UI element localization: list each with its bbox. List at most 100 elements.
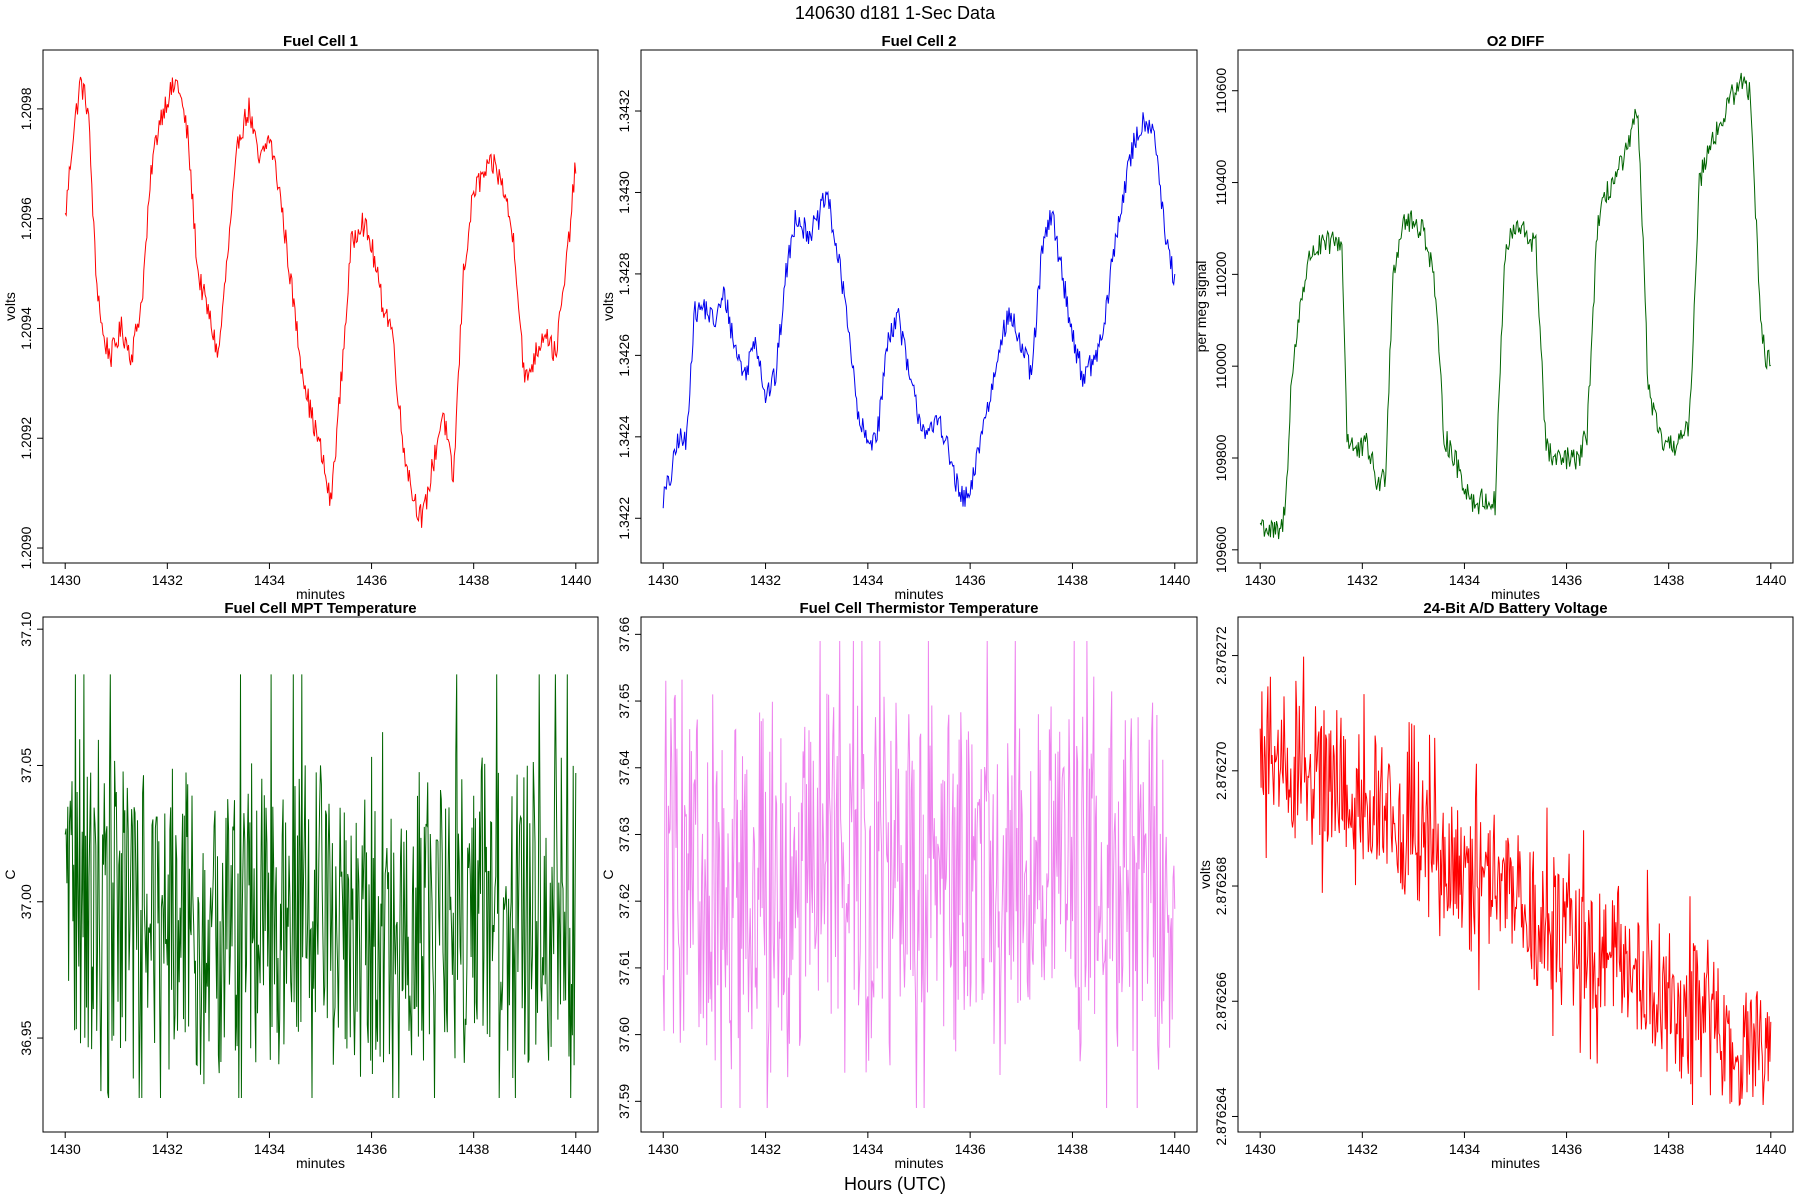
y-axis-label: volts: [1197, 860, 1213, 889]
x-tick-label: 1440: [1159, 572, 1190, 588]
x-tick-label: 1430: [1245, 1141, 1276, 1157]
y-tick-label: 2.876272: [1213, 626, 1229, 685]
panel-title: Fuel Cell Thermistor Temperature: [800, 600, 1039, 617]
y-tick-label: 1.3422: [616, 497, 632, 540]
x-tick-label: 1436: [955, 1141, 986, 1157]
y-tick-label: 110200: [1213, 251, 1229, 297]
plot-frame: [42, 49, 599, 564]
y-tick-label: 110000: [1213, 343, 1229, 389]
y-tick-label: 1.2092: [18, 417, 34, 460]
x-tick-label: 1436: [1551, 1141, 1582, 1157]
y-tick-label: 1.3428: [616, 252, 632, 295]
series-line: [1259, 656, 1772, 1107]
series-line: [64, 674, 577, 1099]
y-tick-label: 37.65: [616, 683, 632, 718]
plot-frame: [640, 616, 1198, 1133]
panel-title: Fuel Cell 2: [881, 33, 956, 50]
x-tick-label: 1438: [1057, 572, 1088, 588]
y-tick-label: 1.3430: [616, 171, 632, 214]
plot-frame: [1237, 616, 1794, 1133]
y-tick-label: 37.60: [616, 1017, 632, 1052]
x-tick-label: 1438: [1653, 1141, 1684, 1157]
x-tick-label: 1430: [648, 1141, 679, 1157]
x-tick-label: 1436: [356, 572, 387, 588]
y-tick-label: 1.3426: [616, 334, 632, 377]
y-tick-label: 109600: [1213, 526, 1229, 573]
x-tick-label: 1430: [50, 1141, 81, 1157]
y-tick-label: 37.61: [616, 950, 632, 985]
x-tick-label: 1436: [356, 1141, 387, 1157]
x-tick-label: 1430: [1245, 572, 1276, 588]
panel-title: 24-Bit A/D Battery Voltage: [1423, 600, 1607, 617]
x-axis-label: minutes: [1491, 1155, 1540, 1171]
chart-panel-1: Fuel Cell 1 1430 1432 1434 1436 1438 1440 minut…: [2, 33, 599, 602]
x-tick-label: 1438: [1653, 572, 1684, 588]
y-tick-label: 110600: [1213, 68, 1229, 114]
x-tick-label: 1434: [852, 1141, 883, 1157]
series-line: [1259, 72, 1771, 540]
x-axis-label: minutes: [1491, 586, 1540, 602]
x-tick-label: 1440: [1755, 1141, 1786, 1157]
x-tick-label: 1438: [458, 1141, 489, 1157]
x-tick-label: 1432: [152, 572, 183, 588]
figure-xlabel: Hours (UTC): [844, 1174, 946, 1194]
y-tick-label: 1.2098: [18, 87, 34, 130]
y-axis-label: volts: [600, 292, 616, 321]
y-axis-label: C: [2, 869, 18, 879]
y-tick-label: 37.63: [616, 817, 632, 852]
chart-panel-3: O2 DIFF 1430 1432 1434 1436 1438 1440 minutes 10…: [1193, 33, 1794, 602]
chart-panel-2: Fuel Cell 2 1430 1432 1434 1436 1438 1440 minut…: [600, 33, 1198, 602]
y-tick-label: 110400: [1213, 159, 1229, 205]
y-axis-label: per meg signal: [1193, 261, 1209, 353]
x-axis-label: minutes: [894, 586, 943, 602]
x-tick-label: 1434: [254, 572, 285, 588]
x-tick-label: 1434: [852, 572, 883, 588]
y-tick-label: 1.2094: [18, 307, 34, 350]
y-tick-label: 36.95: [18, 1020, 34, 1055]
chart-panel-6: 24-Bit A/D Battery Voltage 1430 1432 1434 14…: [1197, 600, 1794, 1171]
x-tick-label: 1432: [750, 572, 781, 588]
x-tick-label: 1430: [648, 572, 679, 588]
y-tick-label: 37.64: [616, 750, 632, 785]
series-line: [64, 76, 577, 528]
panel-title: Fuel Cell MPT Temperature: [224, 600, 416, 617]
y-tick-label: 1.3432: [616, 89, 632, 132]
y-tick-label: 37.05: [18, 748, 34, 783]
x-tick-label: 1440: [560, 1141, 591, 1157]
x-tick-label: 1434: [1449, 1141, 1480, 1157]
y-tick-label: 37.59: [616, 1084, 632, 1119]
x-tick-label: 1438: [1057, 1141, 1088, 1157]
x-tick-label: 1436: [1551, 572, 1582, 588]
x-tick-label: 1432: [1347, 572, 1378, 588]
y-axis-label: volts: [2, 292, 18, 321]
y-tick-label: 2.876266: [1213, 972, 1229, 1031]
figure-title: 140630 d181 1-Sec Data: [795, 3, 996, 23]
x-tick-label: 1430: [50, 572, 81, 588]
x-axis-label: minutes: [894, 1155, 943, 1171]
series-line: [662, 640, 1176, 1109]
y-tick-label: 1.2090: [18, 526, 34, 569]
x-tick-label: 1436: [955, 572, 986, 588]
x-tick-label: 1432: [152, 1141, 183, 1157]
y-tick-label: 2.876268: [1213, 857, 1229, 916]
y-tick-label: 1.2096: [18, 197, 34, 240]
y-tick-label: 37.00: [18, 884, 34, 919]
x-axis-label: minutes: [296, 586, 345, 602]
x-tick-label: 1438: [458, 572, 489, 588]
panel-title: Fuel Cell 1: [283, 33, 358, 50]
y-tick-label: 2.876264: [1213, 1087, 1229, 1146]
y-axis-label: C: [600, 869, 616, 879]
x-axis-label: minutes: [296, 1155, 345, 1171]
y-tick-label: 2.876270: [1213, 741, 1229, 800]
x-tick-label: 1440: [560, 572, 591, 588]
chart-panel-4: Fuel Cell MPT Temperature 1430 1432 1434 143…: [2, 600, 599, 1171]
x-tick-label: 1440: [1755, 572, 1786, 588]
x-tick-label: 1434: [254, 1141, 285, 1157]
y-tick-label: 37.10: [18, 611, 34, 646]
x-tick-label: 1440: [1159, 1141, 1190, 1157]
y-tick-label: 1.3424: [616, 415, 632, 458]
plot-frame: [42, 616, 599, 1133]
x-tick-label: 1432: [750, 1141, 781, 1157]
chart-panel-5: Fuel Cell Thermistor Temperature 1430 1432…: [600, 600, 1198, 1171]
